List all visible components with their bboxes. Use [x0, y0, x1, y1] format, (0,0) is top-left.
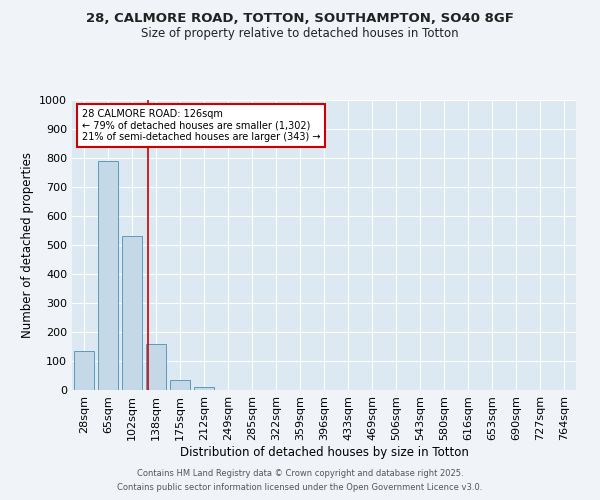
Y-axis label: Number of detached properties: Number of detached properties: [20, 152, 34, 338]
X-axis label: Distribution of detached houses by size in Totton: Distribution of detached houses by size …: [179, 446, 469, 458]
Text: Contains HM Land Registry data © Crown copyright and database right 2025.: Contains HM Land Registry data © Crown c…: [137, 468, 463, 477]
Text: 28 CALMORE ROAD: 126sqm
← 79% of detached houses are smaller (1,302)
21% of semi: 28 CALMORE ROAD: 126sqm ← 79% of detache…: [82, 108, 320, 142]
Text: Contains public sector information licensed under the Open Government Licence v3: Contains public sector information licen…: [118, 484, 482, 492]
Text: 28, CALMORE ROAD, TOTTON, SOUTHAMPTON, SO40 8GF: 28, CALMORE ROAD, TOTTON, SOUTHAMPTON, S…: [86, 12, 514, 26]
Bar: [122, 236, 142, 390]
Bar: [98, 161, 118, 390]
Bar: [74, 351, 94, 390]
Bar: [170, 380, 190, 390]
Bar: [194, 387, 214, 390]
Text: Size of property relative to detached houses in Totton: Size of property relative to detached ho…: [141, 28, 459, 40]
Bar: [146, 344, 166, 390]
